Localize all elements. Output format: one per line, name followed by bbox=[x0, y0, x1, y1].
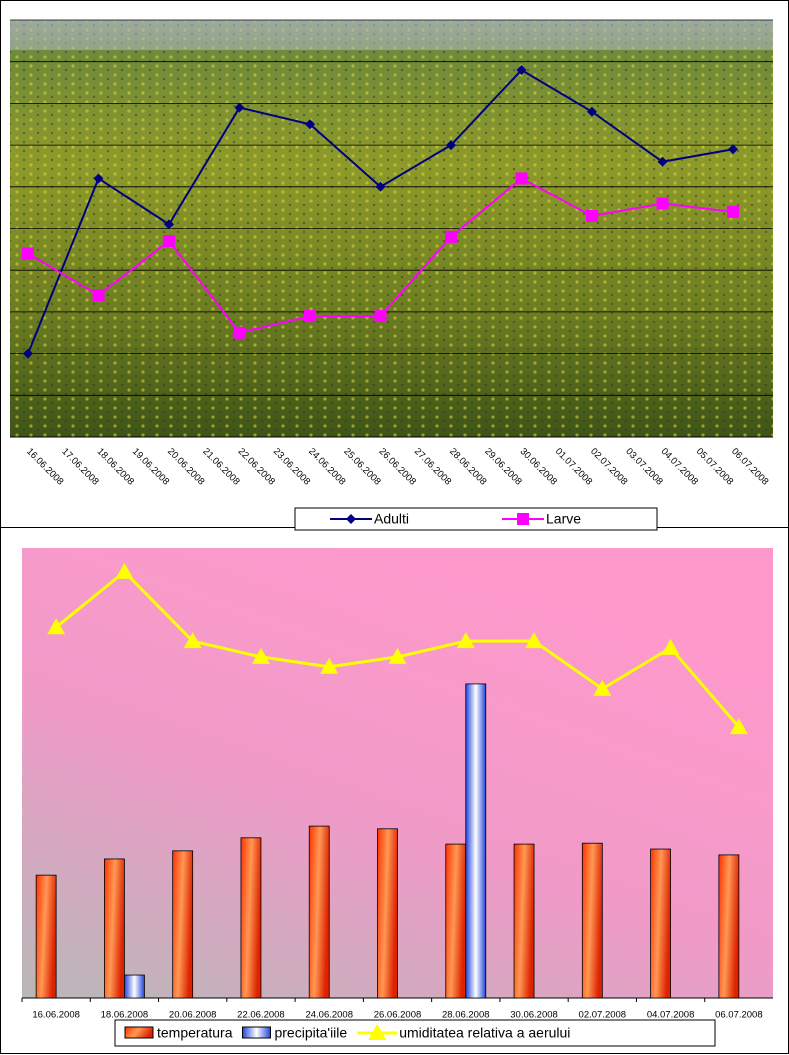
marker bbox=[320, 657, 339, 674]
legend-box bbox=[294, 507, 658, 531]
bar bbox=[465, 683, 487, 999]
marker bbox=[47, 618, 66, 635]
marker bbox=[234, 102, 245, 113]
x-tick-label: 22.06.2008 bbox=[237, 1010, 285, 1021]
marker bbox=[23, 348, 33, 359]
marker bbox=[517, 513, 529, 525]
marker bbox=[446, 140, 456, 151]
legend-label: precipita'iile bbox=[274, 1025, 347, 1041]
x-tick-label: 06.07.2008 bbox=[715, 1010, 763, 1021]
marker bbox=[593, 679, 612, 696]
legend-swatch bbox=[124, 1026, 154, 1039]
x-tick-label: 02.07.2008 bbox=[579, 1010, 627, 1021]
marker bbox=[587, 106, 597, 117]
bar bbox=[513, 843, 535, 999]
marker bbox=[115, 562, 134, 579]
marker bbox=[525, 632, 544, 649]
marker bbox=[346, 514, 356, 524]
marker bbox=[388, 647, 407, 664]
marker bbox=[92, 289, 105, 302]
marker bbox=[727, 205, 739, 218]
bar bbox=[240, 837, 262, 999]
marker bbox=[22, 247, 34, 260]
legend-label: Adulti bbox=[374, 511, 409, 527]
marker bbox=[233, 326, 246, 339]
x-tick-label: 28.06.2008 bbox=[442, 1010, 490, 1021]
x-tick-label: 16.06.2008 bbox=[32, 1010, 80, 1021]
marker bbox=[93, 173, 104, 184]
marker bbox=[163, 235, 175, 248]
bar bbox=[124, 974, 145, 999]
bar bbox=[35, 874, 57, 999]
marker bbox=[183, 632, 202, 649]
marker bbox=[305, 119, 315, 130]
x-tick-label: 30.06.2008 bbox=[510, 1010, 558, 1021]
legend-swatch bbox=[241, 1026, 271, 1039]
marker bbox=[515, 172, 528, 185]
marker bbox=[164, 219, 174, 230]
marker bbox=[251, 647, 270, 664]
marker bbox=[516, 65, 527, 76]
marker bbox=[657, 156, 668, 167]
marker bbox=[456, 632, 475, 649]
x-tick-label: 24.06.2008 bbox=[305, 1010, 353, 1021]
marker bbox=[729, 718, 748, 735]
legend-box bbox=[114, 1019, 716, 1047]
x-tick-label: 26.06.2008 bbox=[374, 1010, 422, 1021]
x-tick-label: 18.06.2008 bbox=[101, 1010, 149, 1021]
x-tick-label: 04.07.2008 bbox=[647, 1010, 695, 1021]
legend-label: Larve bbox=[546, 511, 581, 527]
bar bbox=[308, 825, 330, 999]
legend-label: umiditatea relativa a aerului bbox=[399, 1025, 570, 1041]
marker bbox=[368, 1024, 387, 1040]
bar bbox=[104, 858, 125, 999]
bar bbox=[581, 842, 603, 999]
marker bbox=[375, 181, 386, 192]
bar bbox=[718, 854, 740, 999]
marker bbox=[304, 310, 316, 323]
bar bbox=[172, 850, 194, 999]
marker bbox=[656, 197, 669, 210]
bar bbox=[377, 828, 398, 999]
bar bbox=[650, 848, 671, 999]
marker bbox=[728, 144, 738, 155]
photo-sky bbox=[10, 20, 773, 50]
marker bbox=[586, 209, 598, 222]
marker bbox=[374, 310, 387, 323]
legend-label: temperatura bbox=[157, 1025, 233, 1041]
marker bbox=[661, 638, 680, 655]
x-tick-label: 20.06.2008 bbox=[169, 1010, 217, 1021]
bar bbox=[445, 843, 467, 999]
marker bbox=[445, 230, 457, 243]
